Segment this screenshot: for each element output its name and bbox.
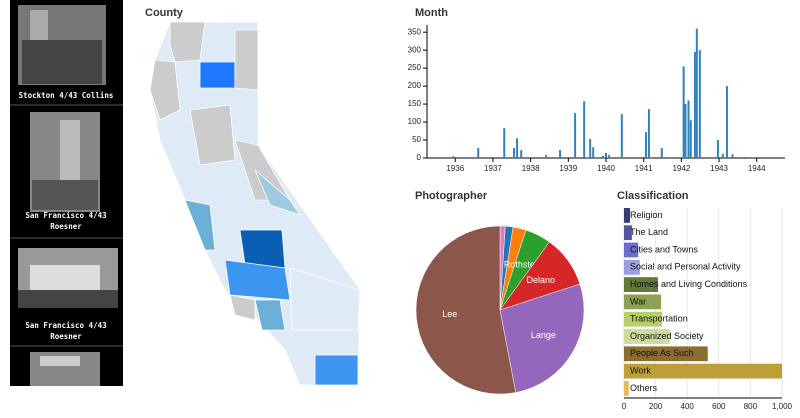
x-tick-label: 1943 xyxy=(710,164,728,173)
bar xyxy=(503,128,506,158)
slice-label: Lange xyxy=(531,330,556,340)
chart-title: Month xyxy=(415,7,448,19)
pie-slice xyxy=(499,283,585,393)
category-label: Organized Society xyxy=(630,331,704,341)
bar xyxy=(716,140,719,158)
category-label: Transportation xyxy=(630,314,688,324)
bar xyxy=(644,132,647,158)
photo-caption: Roesner xyxy=(50,222,82,231)
bar xyxy=(545,155,548,158)
bar xyxy=(589,138,592,158)
chart-title: Classification xyxy=(617,190,689,202)
category-label: Cities and Towns xyxy=(630,244,698,254)
county-map xyxy=(149,21,361,386)
y-tick-label: 150 xyxy=(408,99,422,108)
bar xyxy=(624,259,640,275)
y-tick-label: 300 xyxy=(408,45,422,54)
x-tick-label: 1942 xyxy=(672,164,690,173)
x-tick-label: 600 xyxy=(712,402,726,411)
slice-label: Rothstein xyxy=(504,259,542,269)
slice-label: Delano xyxy=(527,275,556,285)
map-title: County xyxy=(145,7,184,19)
bar xyxy=(583,101,586,158)
bar xyxy=(620,114,623,158)
category-label: People As Such xyxy=(630,348,694,358)
x-tick-label: 1936 xyxy=(446,164,464,173)
chart-title: Photographer xyxy=(415,190,488,202)
x-tick-label: 1940 xyxy=(597,164,615,173)
photo-caption: Roesner xyxy=(50,332,82,341)
bar xyxy=(731,154,734,158)
bar xyxy=(743,156,746,158)
bar xyxy=(624,346,708,362)
x-tick-label: 1937 xyxy=(484,164,502,173)
photo-caption: San Francisco 4/43 xyxy=(25,321,107,330)
bar xyxy=(592,147,595,158)
x-tick-label: 1939 xyxy=(559,164,577,173)
bar xyxy=(624,329,670,344)
bar xyxy=(624,242,639,258)
category-label: War xyxy=(630,296,646,306)
bar xyxy=(559,150,562,158)
category-label: Work xyxy=(630,365,651,375)
bar xyxy=(684,104,687,158)
y-tick-label: 0 xyxy=(417,153,422,162)
bar xyxy=(601,155,604,158)
bar xyxy=(660,147,663,158)
category-label: Social and Personal Activity xyxy=(630,262,741,272)
bar xyxy=(725,86,728,158)
bar xyxy=(624,311,662,327)
bar xyxy=(693,51,696,159)
bar xyxy=(624,381,629,396)
category-label: Homes and Living Conditions xyxy=(630,279,748,289)
pie-slice xyxy=(415,225,517,395)
category-label: Religion xyxy=(630,210,663,220)
bar xyxy=(687,100,690,158)
y-tick-label: 200 xyxy=(408,81,422,90)
bar xyxy=(624,294,662,310)
bar xyxy=(516,138,519,158)
bar xyxy=(647,109,650,158)
x-tick-label: 200 xyxy=(649,402,663,411)
x-tick-label: 800 xyxy=(744,402,758,411)
bar xyxy=(682,66,685,158)
bar xyxy=(624,225,632,241)
bar xyxy=(452,156,455,158)
y-tick-label: 350 xyxy=(408,27,422,36)
bar xyxy=(624,277,658,292)
photo-thumbs xyxy=(10,5,123,386)
photo-caption: Stockton 4/43 Collins xyxy=(19,91,114,100)
bar xyxy=(624,208,631,223)
bar xyxy=(477,147,480,158)
x-tick-label: 1938 xyxy=(522,164,540,173)
y-tick-label: 50 xyxy=(412,135,421,144)
bar xyxy=(695,28,698,159)
slice-label: Lee xyxy=(442,309,457,319)
bar xyxy=(689,120,692,158)
x-tick-label: 1944 xyxy=(748,164,766,173)
x-tick-label: 1,000 xyxy=(772,402,793,411)
bar xyxy=(698,50,701,158)
bar xyxy=(624,363,782,379)
y-tick-label: 100 xyxy=(408,117,422,126)
bar xyxy=(721,153,724,158)
y-tick-label: 250 xyxy=(408,63,422,72)
bar xyxy=(605,152,607,158)
x-tick-label: 400 xyxy=(681,402,695,411)
x-tick-label: 1941 xyxy=(635,164,653,173)
bar xyxy=(574,113,577,158)
x-tick-label: 0 xyxy=(622,402,627,411)
bar xyxy=(520,150,523,158)
photo-caption: San Francisco 4/43 xyxy=(25,211,107,220)
bar xyxy=(608,155,611,158)
bar xyxy=(513,147,516,158)
category-label: Others xyxy=(630,383,658,393)
category-label: The Land xyxy=(630,227,668,237)
